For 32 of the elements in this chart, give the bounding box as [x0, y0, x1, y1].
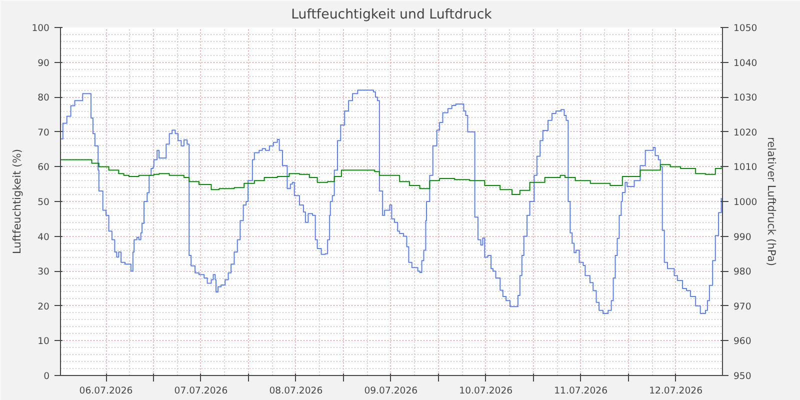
y-tick-label: 30 — [38, 266, 50, 278]
x-tick-label: 06.07.2026 — [79, 386, 133, 396]
x-tick-label: 11.07.2026 — [554, 386, 608, 396]
y2-tick-label: 960 — [734, 336, 752, 348]
y2-tick-label: 1020 — [734, 127, 758, 138]
x-tick-label: 09.07.2026 — [364, 386, 418, 396]
y-tick-label: 70 — [38, 127, 50, 138]
y-tick-label: 60 — [38, 162, 50, 174]
y2-tick-label: 1000 — [734, 197, 758, 208]
y-tick-label: 10 — [38, 336, 50, 348]
x-tick-label: 10.07.2026 — [459, 386, 513, 396]
x-tick-label: 07.07.2026 — [174, 386, 228, 396]
y-tick-label: 40 — [38, 232, 50, 243]
y2-tick-label: 990 — [734, 232, 752, 243]
x-tick-label: 08.07.2026 — [269, 386, 323, 396]
y2-tick-label: 1030 — [734, 92, 758, 104]
y2-tick-label: 1050 — [734, 23, 758, 34]
y-tick-label: 80 — [38, 92, 50, 104]
y2-tick-label: 970 — [734, 301, 752, 312]
y-tick-label: 100 — [32, 23, 50, 34]
y2-tick-label: 980 — [734, 266, 752, 278]
y-tick-label: 0 — [44, 371, 50, 382]
y-tick-label: 50 — [38, 197, 50, 208]
y2-tick-label: 1010 — [734, 162, 758, 174]
chart-title: Luftfeuchtigkeit und Luftdruck — [291, 8, 492, 22]
y-axis-title: Luftfeuchtigkeit (%) — [10, 148, 24, 254]
y2-axis-title: relativer Luftdruck (hPa) — [765, 136, 778, 266]
y2-tick-label: 950 — [734, 371, 752, 382]
x-tick-label: 12.07.2026 — [649, 386, 703, 396]
y-tick-label: 90 — [38, 58, 50, 69]
y2-tick-label: 1040 — [734, 58, 758, 69]
y-tick-label: 20 — [38, 301, 50, 312]
